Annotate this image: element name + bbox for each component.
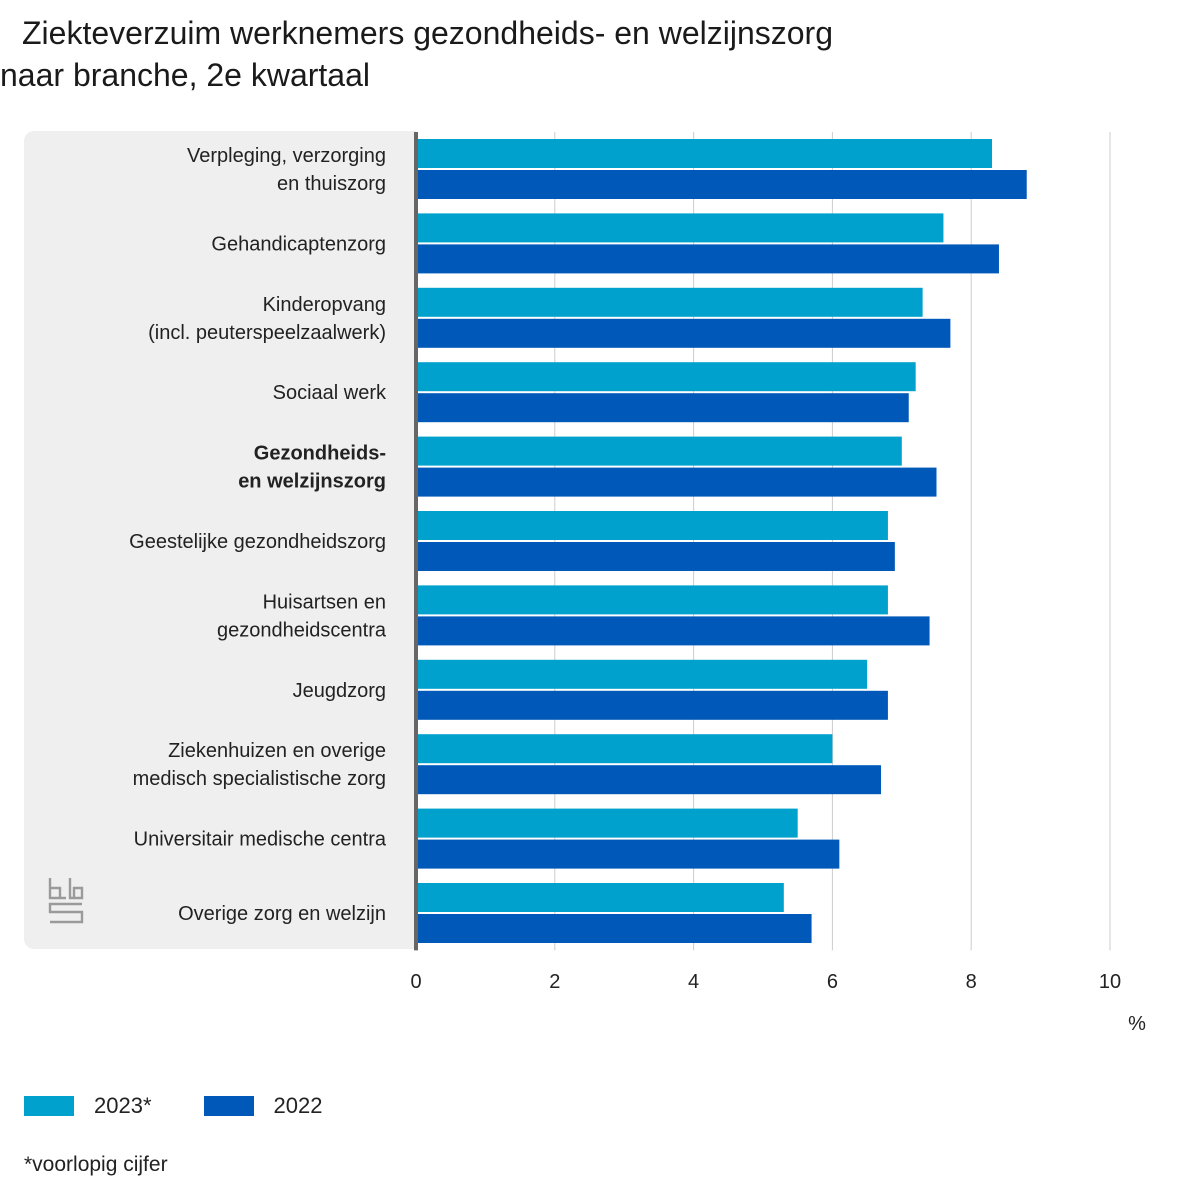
legend-label-2022: 2022 bbox=[273, 1093, 323, 1118]
category-label: Gehandicaptenzorg bbox=[211, 233, 386, 255]
bar-2022 bbox=[416, 765, 881, 795]
bar-2023 bbox=[416, 808, 798, 838]
category-label: medisch specialistische zorg bbox=[133, 768, 386, 790]
bar-2022 bbox=[416, 170, 1027, 199]
category-label: Gezondheids- bbox=[254, 443, 386, 465]
cbs-logo-icon bbox=[48, 878, 84, 924]
bar-2023 bbox=[416, 287, 923, 317]
bar-2022 bbox=[416, 318, 951, 348]
bar-2022 bbox=[416, 690, 888, 720]
bar-2022 bbox=[416, 839, 840, 869]
x-tick-label: 10 bbox=[1099, 971, 1121, 993]
category-label: Jeugdzorg bbox=[293, 680, 386, 702]
bar-2023 bbox=[416, 139, 993, 168]
legend-item-2023: 2023* bbox=[24, 1093, 152, 1119]
chart-title: Ziekteverzuim werknemers gezondheids- en… bbox=[22, 15, 833, 51]
x-tick-label: 0 bbox=[410, 971, 421, 993]
category-label: gezondheidscentra bbox=[217, 619, 387, 641]
x-tick-label: 8 bbox=[966, 971, 977, 993]
x-tick-label: 4 bbox=[688, 971, 699, 993]
bar-2023 bbox=[416, 883, 784, 912]
legend-swatch-2023 bbox=[24, 1096, 74, 1116]
category-label: en welzijnszorg bbox=[238, 471, 386, 493]
bar-2022 bbox=[416, 616, 930, 646]
category-label: Universitair medische centra bbox=[134, 829, 387, 851]
legend-label-2023: 2023* bbox=[94, 1093, 152, 1118]
footnote: *voorlopig cijfer bbox=[24, 1153, 168, 1176]
category-label: Kinderopvang bbox=[263, 294, 386, 316]
legend: 2023* 2022 bbox=[24, 1093, 374, 1119]
category-label: Sociaal werk bbox=[273, 382, 387, 404]
category-label-panel bbox=[24, 131, 416, 949]
category-label: Overige zorg en welzijn bbox=[178, 903, 386, 925]
bar-2023 bbox=[416, 362, 916, 392]
bar-2023 bbox=[416, 659, 868, 689]
legend-swatch-2022 bbox=[203, 1096, 254, 1116]
bar-2023 bbox=[416, 585, 888, 615]
bar-2022 bbox=[416, 914, 812, 943]
chart-subtitle: naar branche, 2e kwartaal bbox=[0, 57, 370, 93]
category-label: (incl. peuterspeelzaalwerk) bbox=[148, 322, 386, 344]
category-label: Ziekenhuizen en overige bbox=[168, 740, 386, 762]
category-label: Verpleging, verzorging bbox=[187, 145, 386, 167]
bar-2023 bbox=[416, 213, 944, 243]
bar-2022 bbox=[416, 467, 937, 497]
category-label: Geestelijke gezondheidszorg bbox=[129, 531, 386, 553]
bar-2022 bbox=[416, 244, 999, 274]
bar-2022 bbox=[416, 542, 895, 571]
bar-2023 bbox=[416, 734, 833, 764]
bar-2023 bbox=[416, 511, 888, 540]
bar-2023 bbox=[416, 436, 902, 466]
category-label: Huisartsen en bbox=[263, 591, 386, 613]
x-tick-label: 2 bbox=[549, 971, 560, 993]
category-label: en thuiszorg bbox=[277, 173, 386, 195]
legend-item-2022: 2022 bbox=[203, 1093, 323, 1119]
bar-chart: Verpleging, verzorging en thuiszorg Gehand… bbox=[129, 132, 1146, 1035]
x-tick-label: 6 bbox=[827, 971, 838, 993]
x-axis-unit-label: % bbox=[1128, 1013, 1146, 1035]
bar-2022 bbox=[416, 393, 909, 423]
